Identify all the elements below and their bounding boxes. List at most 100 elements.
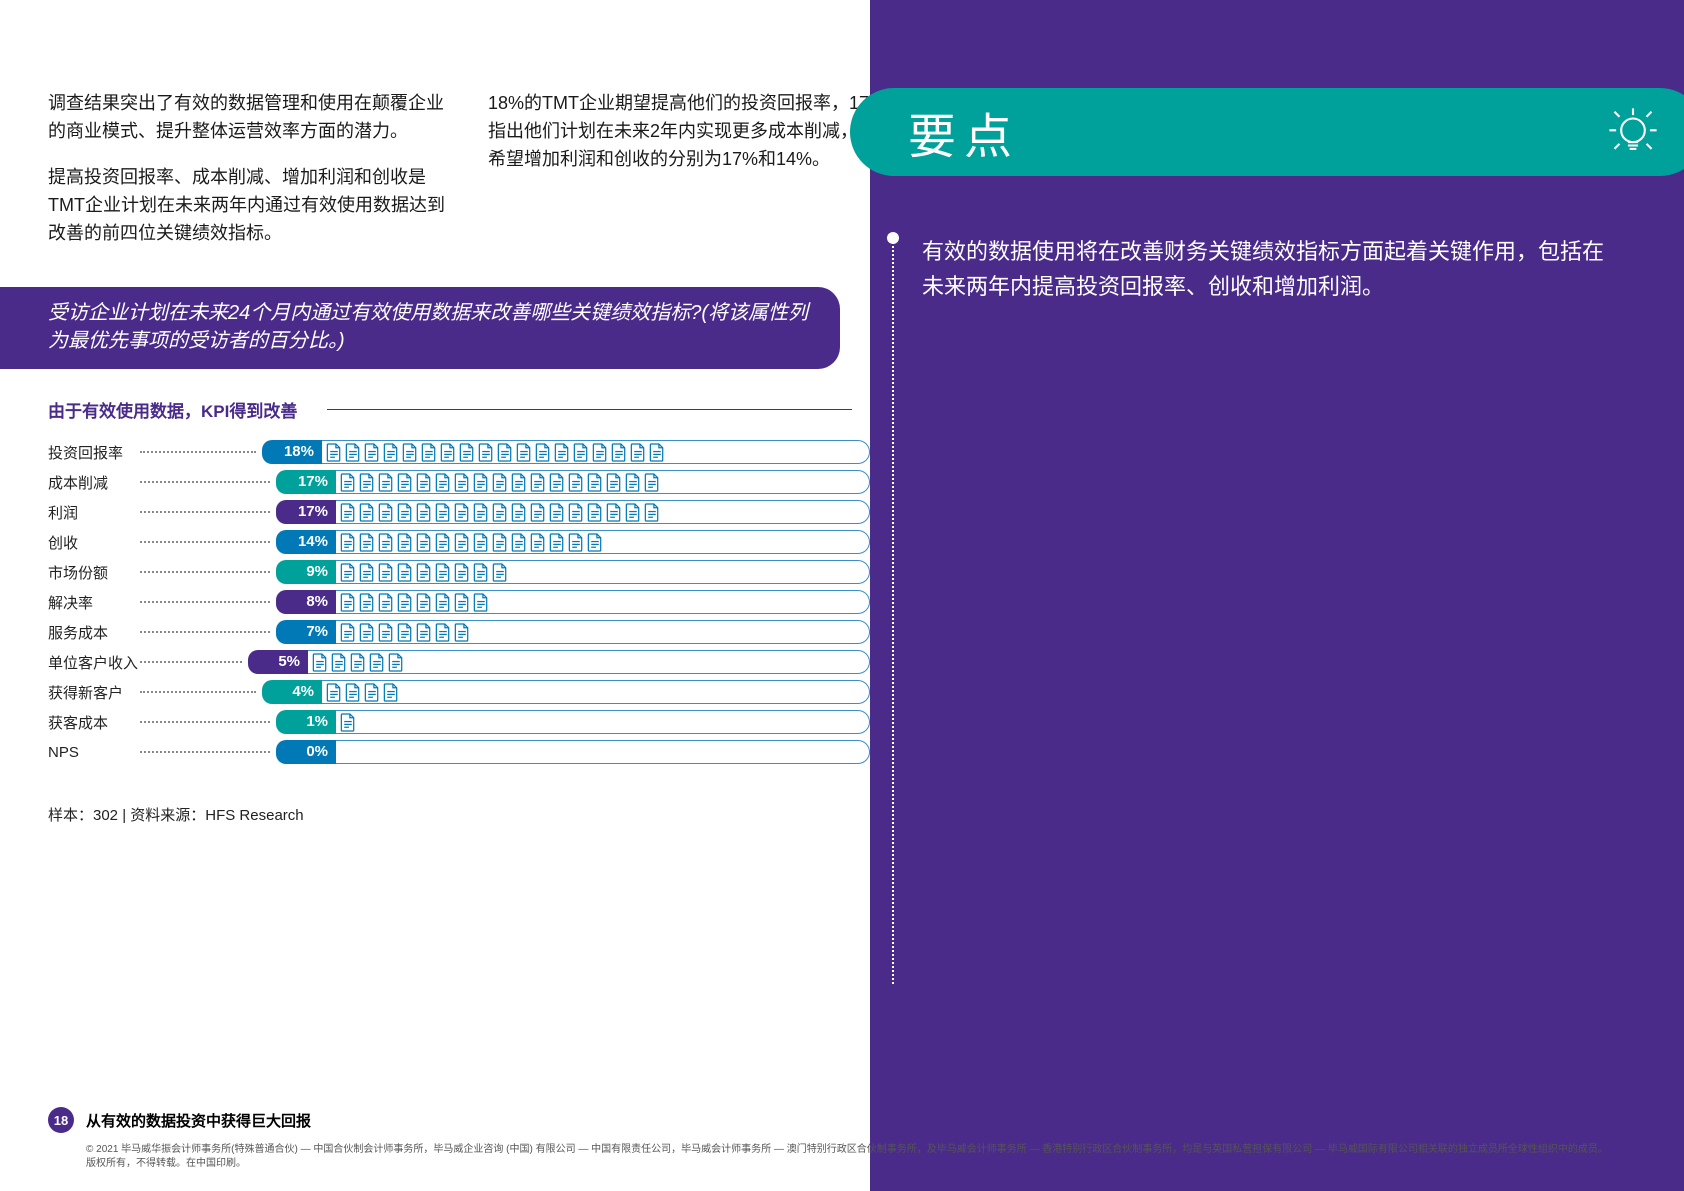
document-icon <box>473 503 489 522</box>
document-icon <box>378 473 394 492</box>
document-icon <box>530 533 546 552</box>
chart-row-bar <box>336 590 870 614</box>
chart-row-label: 成本削减 <box>48 472 138 493</box>
document-icon <box>587 473 603 492</box>
document-icon <box>435 533 451 552</box>
chart-row: 获客成本1% <box>48 710 870 734</box>
document-icon <box>383 683 399 702</box>
document-icon <box>397 623 413 642</box>
intro-p2: 提高投资回报率、成本削减、增加利润和创收是TMT企业计划在未来两年内通过有效使用… <box>48 164 448 248</box>
document-icon <box>378 623 394 642</box>
document-icon <box>350 653 366 672</box>
document-icon <box>454 533 470 552</box>
chart-title: 由于有效使用数据，KPI得到改善 <box>48 397 297 422</box>
right-panel: 要点 有效的数据使用将在改善财务关键绩效指标方面起着关键作用，包括在未来两年内提… <box>870 0 1684 1191</box>
document-icon <box>416 623 432 642</box>
chart-row: 服务成本 7% <box>48 620 870 644</box>
document-icon <box>402 443 418 462</box>
document-icon <box>454 593 470 612</box>
chart-row-bar <box>336 530 870 554</box>
chart-row: 市场份额 9% <box>48 560 870 584</box>
document-icon <box>459 443 475 462</box>
document-icon <box>340 623 356 642</box>
question-banner: 受访企业计划在未来24个月内通过有效使用数据来改善哪些关键绩效指标?(将该属性列… <box>0 287 840 369</box>
chart-row-label: 单位客户收入 <box>48 652 138 673</box>
document-icon <box>511 533 527 552</box>
document-icon <box>492 533 508 552</box>
document-icon <box>473 593 489 612</box>
intro-text: 调查结果突出了有效的数据管理和使用在颠覆企业的商业模式、提升整体运营效率方面的潜… <box>48 90 870 247</box>
page-number: 18 <box>48 1107 74 1133</box>
document-icon <box>397 593 413 612</box>
document-icon <box>568 473 584 492</box>
document-icon <box>312 653 328 672</box>
document-icon <box>454 473 470 492</box>
document-icon <box>340 533 356 552</box>
document-icon <box>454 563 470 582</box>
chart-row-pct: 7% <box>276 620 336 644</box>
document-icon <box>345 443 361 462</box>
chart-row-bar <box>336 710 870 734</box>
intro-p1: 调查结果突出了有效的数据管理和使用在颠覆企业的商业模式、提升整体运营效率方面的潜… <box>48 90 448 146</box>
document-icon <box>625 503 641 522</box>
chart-row: 创收14% <box>48 530 870 554</box>
document-icon <box>369 653 385 672</box>
chart-row-pct: 5% <box>248 650 308 674</box>
chart-row: 投资回报率 18% <box>48 440 870 464</box>
document-icon <box>435 473 451 492</box>
chart-row-bar <box>308 650 870 674</box>
keypoints-heading: 要点 <box>908 97 1020 167</box>
chart-row-label: NPS <box>48 744 138 761</box>
document-icon <box>554 443 570 462</box>
document-icon <box>364 443 380 462</box>
lightbulb-icon <box>1606 105 1660 159</box>
chart-row-pct: 9% <box>276 560 336 584</box>
document-icon <box>340 713 356 732</box>
chart-row-pct: 17% <box>276 500 336 524</box>
document-icon <box>497 443 513 462</box>
document-icon <box>345 683 361 702</box>
document-icon <box>473 473 489 492</box>
document-icon <box>331 653 347 672</box>
document-icon <box>573 443 589 462</box>
document-icon <box>359 533 375 552</box>
chart-row-label: 市场份额 <box>48 562 138 583</box>
document-icon <box>378 533 394 552</box>
document-icon <box>378 593 394 612</box>
chart-row-dots <box>140 451 256 453</box>
chart-row-dots <box>140 571 270 573</box>
document-icon <box>359 503 375 522</box>
document-icon <box>568 503 584 522</box>
chart-row-label: 获得新客户 <box>48 682 138 703</box>
document-icon <box>416 593 432 612</box>
chart-row-pct: 18% <box>262 440 322 464</box>
chart-rows: 投资回报率18%成本削减17%利润17%创收14%市场份额9%解决率8%服务成本… <box>48 440 870 764</box>
chart-row-pct: 0% <box>276 740 336 764</box>
document-icon <box>359 563 375 582</box>
document-icon <box>359 473 375 492</box>
document-icon <box>388 653 404 672</box>
chart-row-label: 投资回报率 <box>48 442 138 463</box>
document-icon <box>326 683 342 702</box>
document-icon <box>516 443 532 462</box>
chart-source: 样本：302 | 资料来源：HFS Research <box>48 804 870 825</box>
chart-row: 获得新客户4% <box>48 680 870 704</box>
document-icon <box>397 563 413 582</box>
document-icon <box>492 473 508 492</box>
document-icon <box>549 503 565 522</box>
bullet-dot-icon <box>887 232 899 244</box>
chart-row: 解决率8% <box>48 590 870 614</box>
document-icon <box>435 503 451 522</box>
document-icon <box>473 533 489 552</box>
copyright-line2: 版权所有，不得转载。在中国印刷。 <box>48 1157 1636 1171</box>
document-icon <box>378 563 394 582</box>
document-icon <box>416 473 432 492</box>
chart-row-pct: 14% <box>276 530 336 554</box>
keypoints-bullet-wrap: 有效的数据使用将在改善财务关键绩效指标方面起着关键作用，包括在未来两年内提高投资… <box>892 234 1624 984</box>
chart-row-label: 服务成本 <box>48 622 138 643</box>
document-icon <box>492 503 508 522</box>
document-icon <box>454 623 470 642</box>
document-icon <box>592 443 608 462</box>
document-icon <box>397 503 413 522</box>
document-icon <box>611 443 627 462</box>
